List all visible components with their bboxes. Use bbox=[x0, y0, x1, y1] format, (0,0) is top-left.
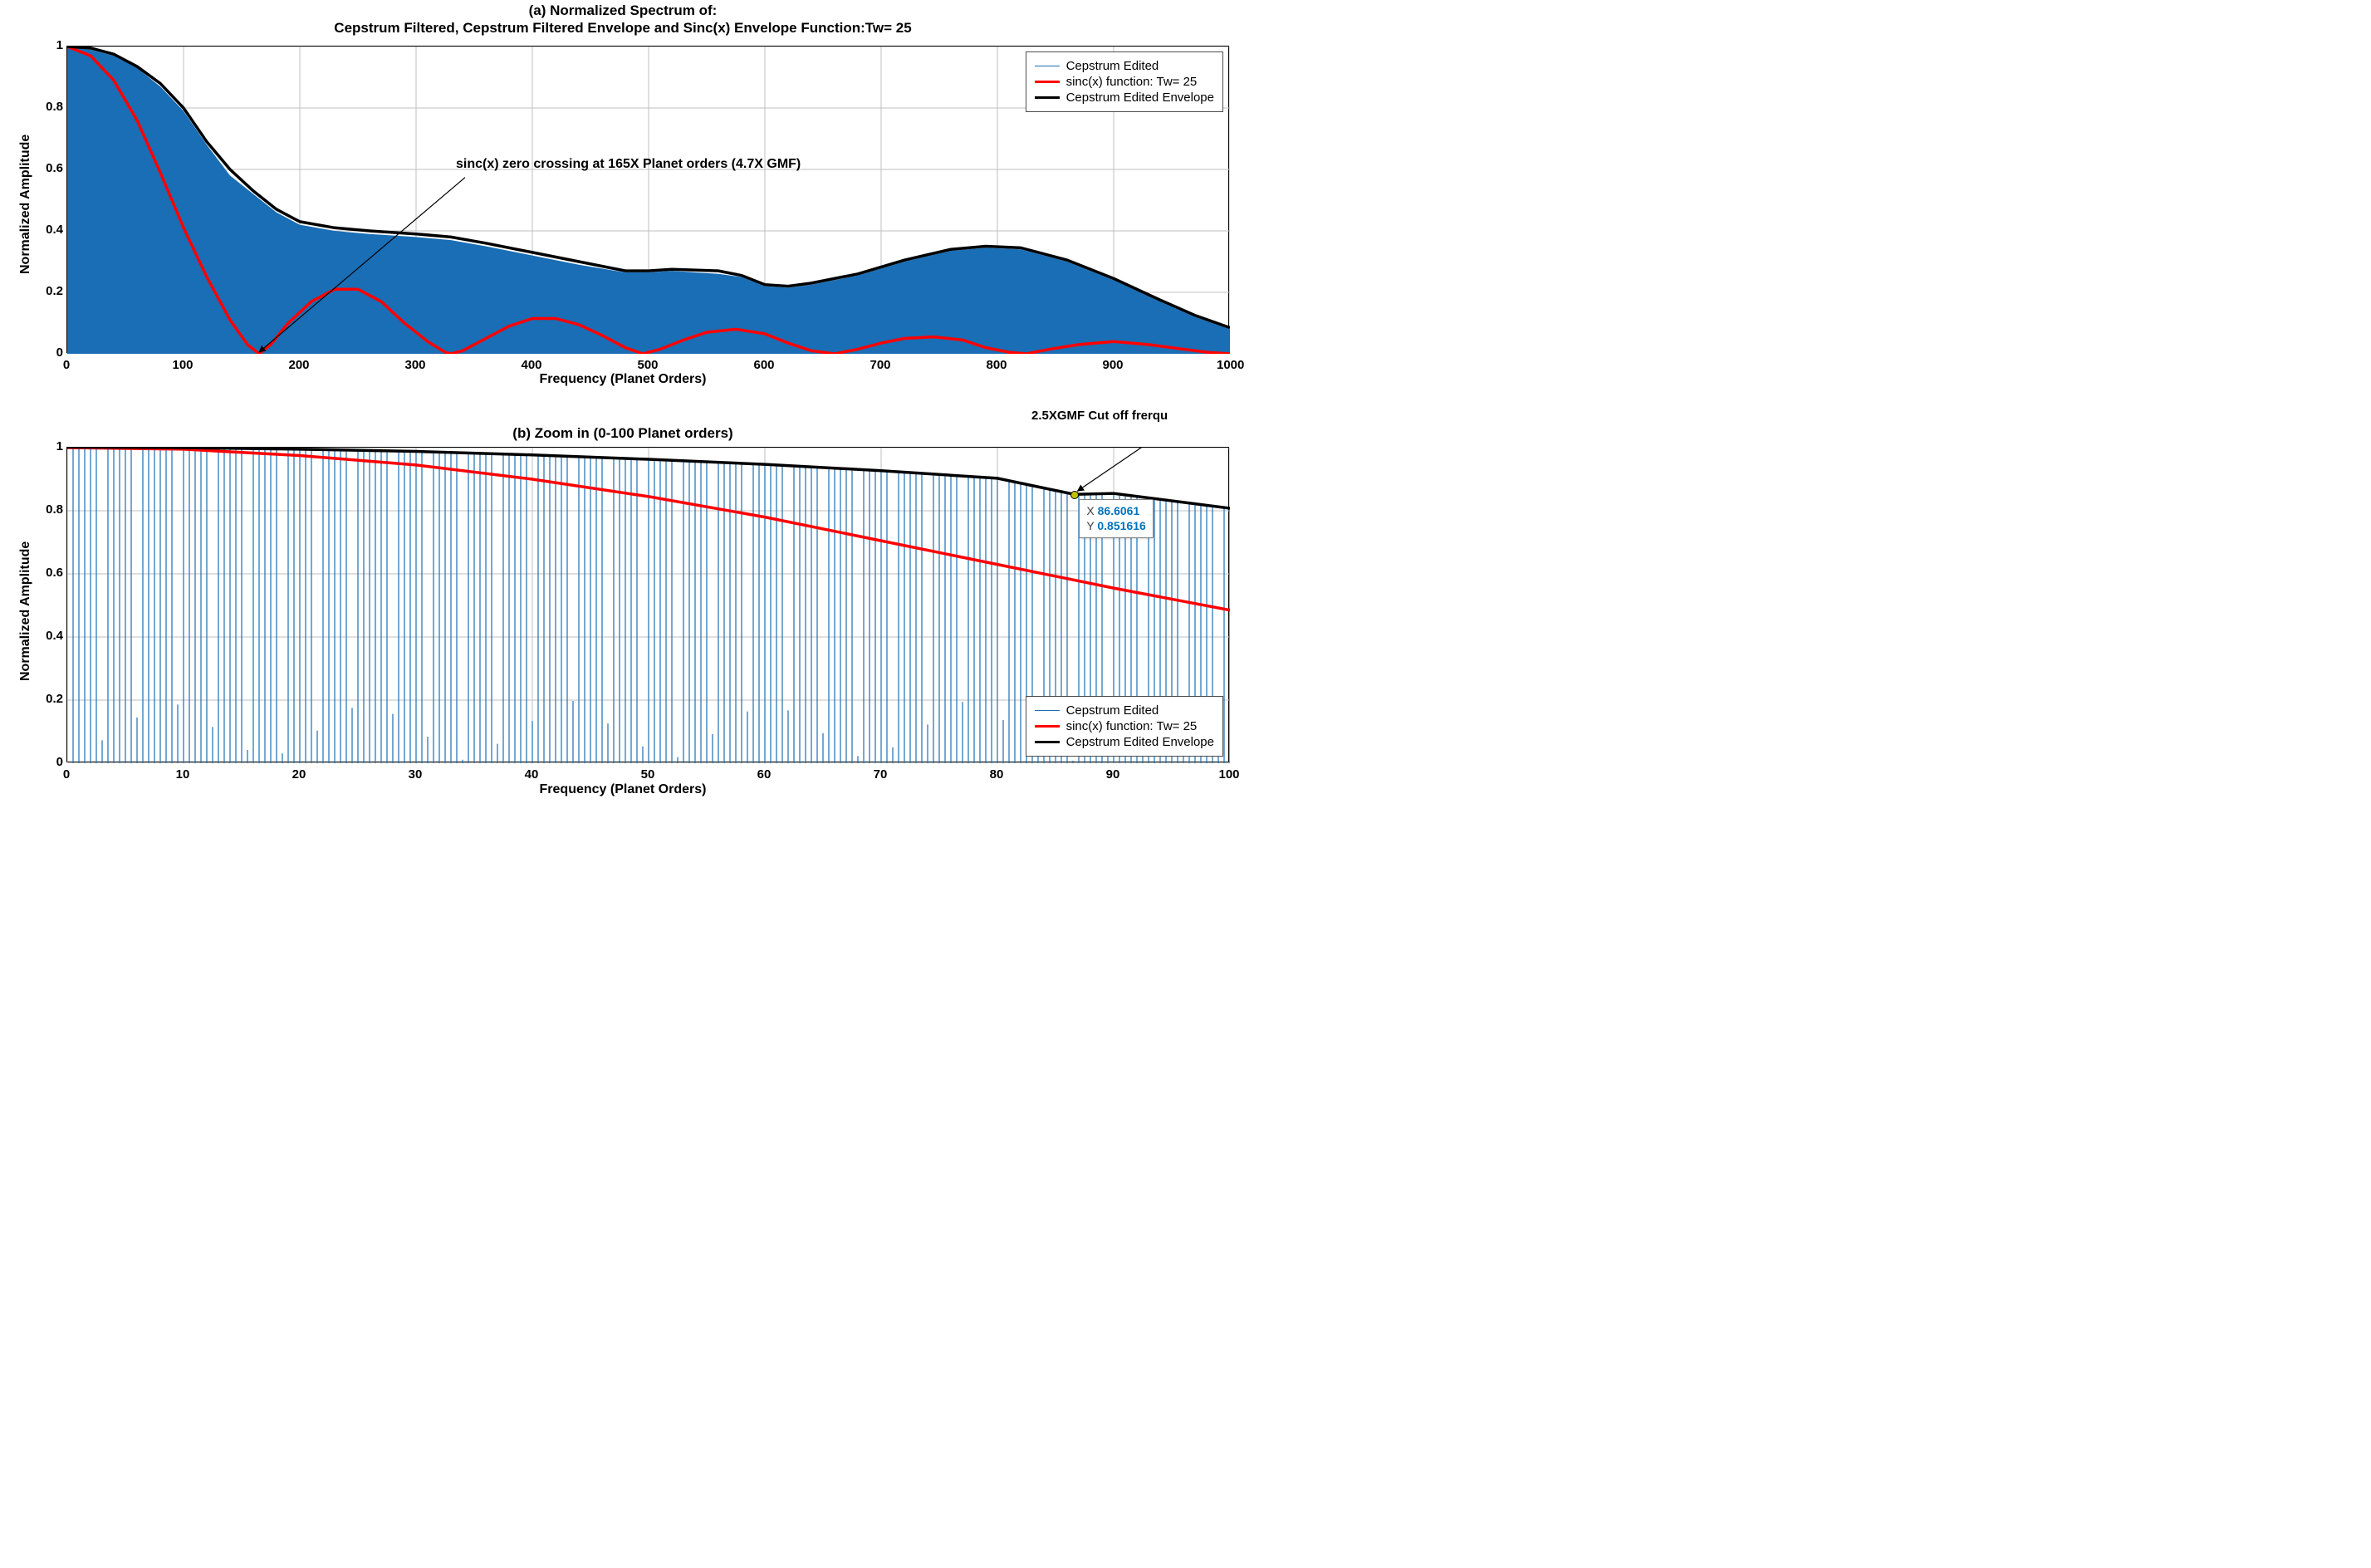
ytick-label: 0.4 bbox=[32, 223, 63, 237]
ytick-label: 0 bbox=[32, 755, 63, 769]
legend-label: Cepstrum Edited Envelope bbox=[1066, 735, 1214, 749]
annotation-arrow bbox=[1077, 448, 1165, 491]
ytick-label: 0 bbox=[32, 345, 63, 360]
xtick-label: 40 bbox=[519, 767, 544, 782]
xtick-label: 700 bbox=[868, 358, 893, 372]
subplot-b-title: (b) Zoom in (0-100 Planet orders) bbox=[0, 425, 1246, 442]
ytick-label: 1 bbox=[32, 439, 63, 453]
xtick-label: 100 bbox=[1217, 767, 1242, 782]
xtick-label: 100 bbox=[170, 358, 195, 372]
legend-swatch bbox=[1035, 725, 1060, 728]
legend-item: Cepstrum Edited bbox=[1035, 59, 1214, 73]
xtick-label: 600 bbox=[752, 358, 776, 372]
subplot-a-title-line1: (a) Normalized Spectrum of: bbox=[529, 2, 718, 18]
xtick-label: 0 bbox=[54, 358, 79, 372]
xtick-label: 20 bbox=[287, 767, 311, 782]
subplot-b-xlabel: Frequency (Planet Orders) bbox=[0, 782, 1246, 797]
subplot-b-plot-area: X 86.6061 Y 0.851616 Cepstrum Editedsinc… bbox=[66, 447, 1229, 762]
xtick-label: 0 bbox=[54, 767, 79, 782]
legend-swatch bbox=[1035, 81, 1060, 83]
figure: (a) Normalized Spectrum of: Cepstrum Fil… bbox=[0, 0, 1246, 824]
xtick-label: 200 bbox=[287, 358, 311, 372]
xtick-label: 30 bbox=[403, 767, 428, 782]
ytick-label: 0.6 bbox=[32, 566, 63, 580]
ytick-label: 1 bbox=[32, 38, 63, 52]
legend-item: Cepstrum Edited Envelope bbox=[1035, 91, 1214, 105]
datatip-x-label: X bbox=[1086, 504, 1094, 517]
xtick-label: 60 bbox=[752, 767, 776, 782]
legend-label: Cepstrum Edited Envelope bbox=[1066, 91, 1214, 105]
legend-swatch bbox=[1035, 741, 1060, 743]
subplot-a-title-line2: Cepstrum Filtered, Cepstrum Filtered Env… bbox=[334, 20, 911, 36]
ytick-label: 0.6 bbox=[32, 161, 63, 175]
legend-item: sinc(x) function: Tw= 25 bbox=[1035, 75, 1214, 89]
xtick-label: 900 bbox=[1100, 358, 1125, 372]
xtick-label: 90 bbox=[1100, 767, 1125, 782]
datatip-y-value: 0.851616 bbox=[1097, 519, 1145, 532]
subplot-a-annotation-text: sinc(x) zero crossing at 165X Planet ord… bbox=[456, 157, 801, 172]
ytick-label: 0.2 bbox=[32, 692, 63, 706]
subplot-a-legend: Cepstrum Edited sinc(x) function: Tw= 25 C… bbox=[1026, 51, 1223, 112]
xtick-label: 10 bbox=[170, 767, 195, 782]
xtick-label: 500 bbox=[635, 358, 660, 372]
ytick-label: 0.8 bbox=[32, 502, 63, 517]
legend-item: Cepstrum Edited Envelope bbox=[1035, 735, 1214, 749]
datatip-x-value: 86.6061 bbox=[1098, 504, 1140, 517]
legend-item: Cepstrum Edited bbox=[1035, 703, 1214, 718]
subplot-b: (b) Zoom in (0-100 Planet orders) 2.5XGM… bbox=[0, 407, 1246, 822]
legend-swatch bbox=[1035, 710, 1060, 711]
subplot-b-ylabel: Normalized Amplitude bbox=[18, 541, 33, 681]
xtick-label: 1000 bbox=[1217, 358, 1242, 372]
subplot-a-xlabel: Frequency (Planet Orders) bbox=[0, 372, 1246, 387]
datatip-y-label: Y bbox=[1086, 519, 1094, 532]
subplot-a-title: (a) Normalized Spectrum of: Cepstrum Fil… bbox=[0, 2, 1246, 37]
xtick-label: 400 bbox=[519, 358, 544, 372]
subplot-a: (a) Normalized Spectrum of: Cepstrum Fil… bbox=[0, 0, 1246, 407]
xtick-label: 300 bbox=[403, 358, 428, 372]
datatip: X 86.6061 Y 0.851616 bbox=[1079, 499, 1153, 537]
legend-label: Cepstrum Edited bbox=[1066, 703, 1159, 718]
xtick-label: 70 bbox=[868, 767, 893, 782]
xtick-label: 800 bbox=[984, 358, 1009, 372]
legend-label: sinc(x) function: Tw= 25 bbox=[1066, 719, 1198, 733]
legend-label: sinc(x) function: Tw= 25 bbox=[1066, 75, 1198, 89]
subplot-a-ylabel: Normalized Amplitude bbox=[18, 135, 33, 274]
ytick-label: 0.4 bbox=[32, 629, 63, 643]
ytick-label: 0.8 bbox=[32, 100, 63, 114]
subplot-b-annotation-text: 2.5XGMF Cut off frerqu bbox=[1031, 409, 1168, 423]
legend-swatch bbox=[1035, 96, 1060, 99]
xtick-label: 50 bbox=[635, 767, 660, 782]
xtick-label: 80 bbox=[984, 767, 1009, 782]
subplot-b-legend: Cepstrum Editedsinc(x) function: Tw= 25 C… bbox=[1026, 696, 1223, 757]
legend-item: sinc(x) function: Tw= 25 bbox=[1035, 719, 1214, 733]
legend-label: Cepstrum Edited bbox=[1066, 59, 1159, 73]
subplot-a-plot-area: Cepstrum Edited sinc(x) function: Tw= 25 C… bbox=[66, 46, 1229, 353]
ytick-label: 0.2 bbox=[32, 284, 63, 298]
